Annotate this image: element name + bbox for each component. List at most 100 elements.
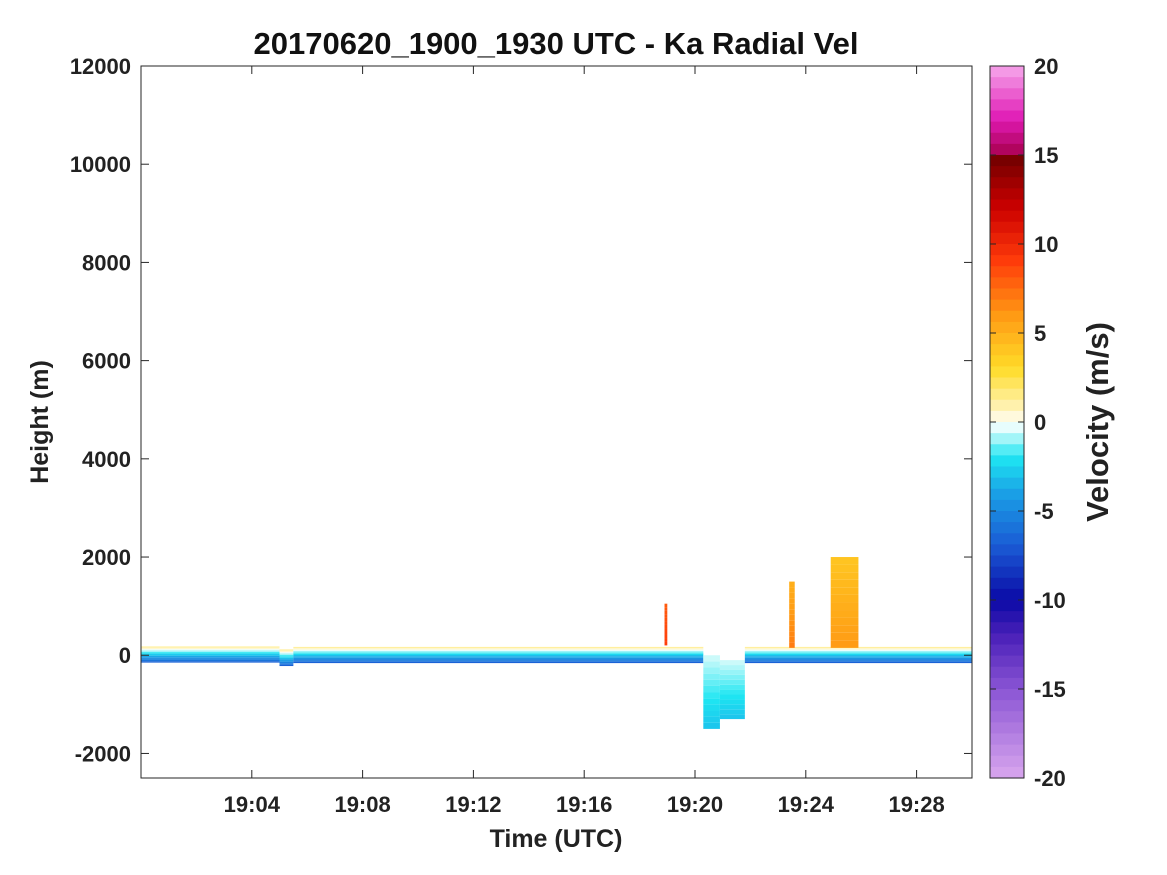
velocity-cell (141, 655, 280, 658)
colorbar-tick-label: -5 (1034, 499, 1054, 524)
colorbar-swatch (990, 433, 1024, 445)
colorbar-swatch (990, 321, 1024, 334)
velocity-cell (664, 610, 668, 615)
colorbar-swatch (990, 700, 1024, 712)
chart-title: 20170620_1900_1930 UTC - Ka Radial Vel (254, 26, 859, 61)
velocity-cell (719, 694, 745, 700)
colorbar-swatch (990, 744, 1024, 757)
velocity-cell (719, 665, 745, 670)
colorbar-swatch (990, 488, 1024, 501)
colorbar-swatch (990, 711, 1024, 723)
velocity-cell (744, 652, 972, 654)
y-tick-label: 6000 (82, 349, 131, 374)
velocity-cell (703, 710, 720, 717)
velocity-cell (744, 657, 972, 660)
velocity-cell (141, 658, 280, 660)
colorbar-swatch (990, 655, 1024, 668)
y-tick-label: -2000 (75, 741, 131, 766)
colorbar-swatch (990, 344, 1024, 356)
velocity-cell (703, 685, 720, 693)
velocity-cell (830, 572, 859, 580)
velocity-cell (141, 649, 280, 651)
velocity-cell (293, 655, 704, 657)
x-tick-label: 19:12 (445, 792, 501, 817)
velocity-cell (744, 661, 972, 664)
colorbar-tick-label: 5 (1034, 321, 1046, 346)
x-tick-label: 19:16 (556, 792, 612, 817)
velocity-segment (830, 557, 859, 648)
velocity-cell (744, 653, 972, 655)
colorbar-swatch (990, 199, 1024, 212)
velocity-cell (664, 621, 668, 625)
velocity-cell (789, 609, 795, 615)
velocity-cell (703, 661, 720, 668)
x-tick-label: 19:08 (334, 792, 390, 817)
velocity-cell (830, 632, 859, 641)
velocity-cell (789, 625, 795, 632)
colorbar-swatch (990, 622, 1024, 634)
colorbar-ticks: 20 15 10 5 0 -5 -10 -15 -20 (990, 54, 1066, 791)
velocity-cell (789, 587, 795, 593)
velocity-cell (789, 614, 795, 621)
velocity-cell (141, 657, 280, 659)
velocity-cell (830, 579, 859, 588)
velocity-cell (279, 660, 294, 662)
velocity-cell (141, 653, 280, 655)
velocity-cell (789, 598, 795, 604)
y-axis: 12000 10000 8000 6000 4000 2000 0 -2000 (70, 54, 972, 766)
velocity-cell (744, 648, 972, 650)
colorbar-swatch (990, 266, 1024, 278)
colorbar-swatch (990, 633, 1024, 646)
colorbar-swatch (990, 422, 1024, 434)
colorbar-swatch (990, 299, 1024, 312)
colorbar-swatch (990, 755, 1024, 768)
colorbar-tick-label: 20 (1034, 54, 1058, 79)
colorbar-swatch (990, 600, 1024, 612)
colorbar-swatch (990, 77, 1024, 89)
colorbar-swatch (990, 143, 1024, 156)
colorbar-swatch (990, 444, 1024, 456)
velocity-cell (719, 699, 745, 705)
velocity-cell (664, 628, 668, 632)
y-tick-label: 8000 (82, 250, 131, 275)
velocity-cell (279, 649, 294, 651)
colorbar-swatch (990, 477, 1024, 490)
colorbar-swatch (990, 588, 1024, 601)
velocity-cell (293, 653, 704, 655)
x-tick-label: 19:28 (888, 792, 944, 817)
velocity-cell (719, 660, 745, 666)
velocity-cell (719, 704, 745, 710)
colorbar-swatch (990, 544, 1024, 557)
velocity-cell (830, 610, 859, 618)
colorbar-swatch (990, 566, 1024, 579)
velocity-cell (141, 661, 280, 663)
velocity-cell (664, 641, 668, 646)
velocity-cell (279, 656, 294, 658)
velocity-cell (789, 631, 795, 637)
velocity-cell (664, 634, 668, 639)
velocity-cell (703, 667, 720, 674)
velocity-cell (703, 673, 720, 680)
velocity-cell (141, 659, 280, 662)
velocity-cell (744, 656, 972, 658)
velocity-cell (664, 624, 668, 629)
velocity-cell (744, 660, 972, 662)
velocity-cell (279, 661, 294, 664)
velocity-segment (664, 603, 668, 646)
velocity-data-layer (141, 557, 972, 729)
colorbar-swatch (990, 221, 1024, 234)
velocity-cell (744, 649, 972, 651)
velocity-cell (830, 602, 859, 611)
velocity-cell (744, 659, 972, 661)
velocity-segment (279, 649, 294, 667)
velocity-cell (719, 689, 745, 695)
velocity-cell (789, 581, 795, 588)
colorbar-swatch (990, 355, 1024, 367)
velocity-cell (719, 714, 745, 720)
velocity-cell (279, 652, 294, 654)
colorbar-swatch (990, 155, 1024, 167)
colorbar-swatch (990, 388, 1024, 401)
colorbar-swatch (990, 99, 1024, 112)
colorbar-swatch (990, 733, 1024, 746)
velocity-cell (293, 652, 704, 654)
